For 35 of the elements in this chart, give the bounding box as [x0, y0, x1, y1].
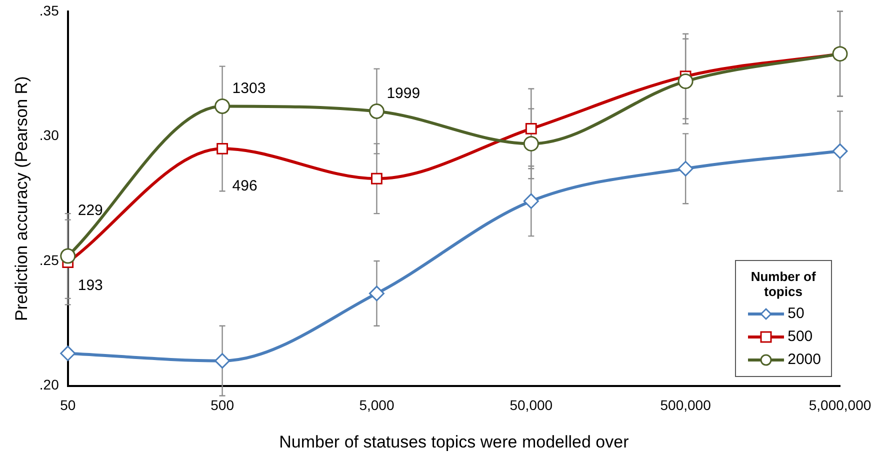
point [523, 193, 539, 209]
y-axis-title: Prediction accuracy (Pearson R) [12, 76, 31, 321]
point [60, 248, 76, 264]
x-axis-title: Number of statuses topics were modelled over [279, 432, 630, 452]
point [60, 346, 76, 362]
x-tick-label: 5,000,000 [808, 397, 872, 414]
x-tick-label: 5,000 [359, 397, 394, 414]
legend-label: 2000 [788, 351, 821, 368]
y-tick-label: .30 [39, 127, 60, 144]
point [368, 103, 384, 119]
point [368, 286, 384, 302]
x-tick-label: 50,000 [510, 397, 553, 414]
point [678, 160, 694, 176]
legend-title: Number of topics [750, 269, 817, 299]
annotation: 1999 [386, 84, 420, 102]
x-tick-label: 50 [60, 397, 76, 414]
y-tick-label: .35 [39, 2, 60, 18]
point [214, 353, 230, 369]
y-tick-label: .20 [39, 376, 60, 393]
annotation: 496 [232, 177, 258, 194]
point [525, 123, 537, 134]
annotation: 193 [78, 277, 103, 294]
legend-label: 50 [788, 305, 804, 322]
point [371, 172, 382, 184]
legend-label: 500 [788, 328, 813, 345]
y-tick-label: .25 [39, 252, 60, 268]
annotation: 229 [78, 202, 103, 220]
point [216, 142, 228, 154]
point [214, 98, 230, 114]
x-tick-label: 500 [210, 397, 234, 414]
x-tick-label: 500,000 [660, 397, 712, 414]
annotation: 1303 [232, 80, 266, 97]
point [678, 74, 694, 90]
point [832, 143, 848, 159]
point [523, 136, 539, 152]
